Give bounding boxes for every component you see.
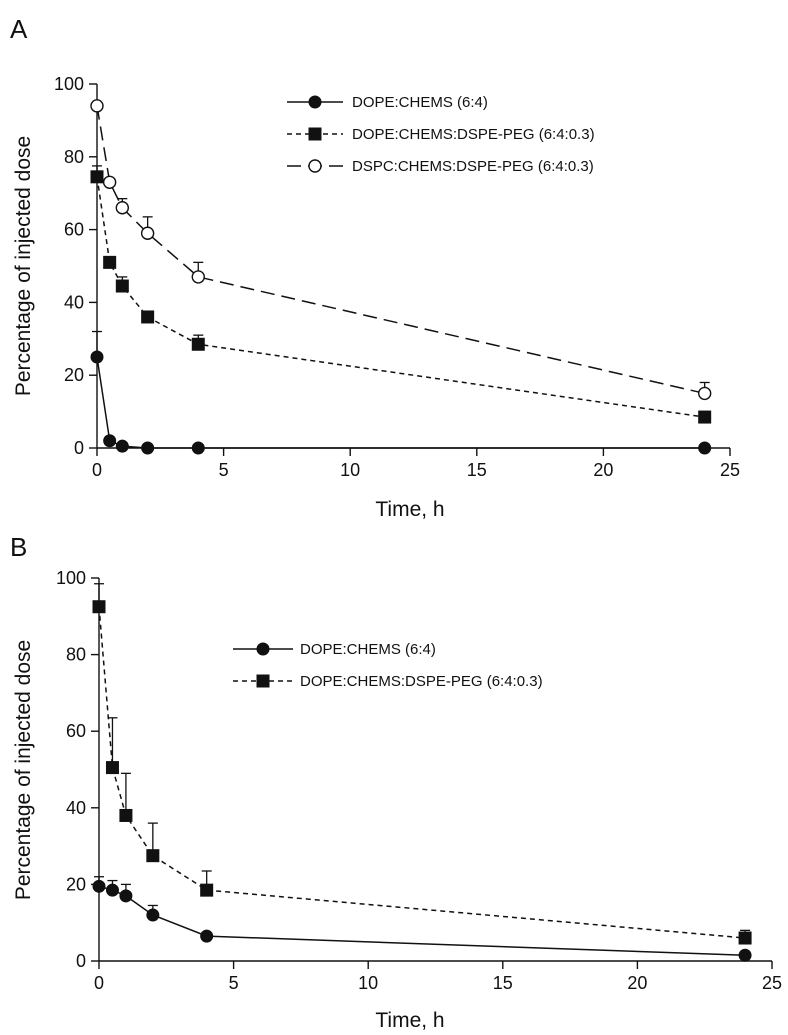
panel-b-series-1-marker <box>200 929 214 943</box>
panel-b-series-1-marker <box>146 908 160 922</box>
panel-a-series-1-marker <box>141 441 155 455</box>
panel-a-series-2 <box>90 165 712 424</box>
panel-b-y-tick-label: 0 <box>76 951 86 971</box>
panel-a-legend-label: DOPE:CHEMS (6:4) <box>352 94 488 111</box>
panel-b-series-2-marker <box>738 931 752 945</box>
panel-a-legend-label: DOPE:CHEMS:DSPE-PEG (6:4:0.3) <box>352 126 595 143</box>
panel-a-series-3 <box>90 99 712 401</box>
panel-a-series-3-marker <box>90 99 104 113</box>
panel-a-y-tick-label: 100 <box>54 74 84 94</box>
panel-a-y-tick-label: 0 <box>74 438 84 458</box>
panel-b-x-tick-label: 25 <box>762 973 782 993</box>
panel-b-letter: B <box>10 532 27 562</box>
panel-b-series-1-marker <box>738 948 752 962</box>
panel-b-legend-label: DOPE:CHEMS:DSPE-PEG (6:4:0.3) <box>300 673 543 690</box>
panel-a-series-1-marker <box>115 439 129 453</box>
panel-a-series-1-marker <box>698 441 712 455</box>
panel-b-x-tick-label: 15 <box>493 973 513 993</box>
panel-b-y-tick-label: 100 <box>56 568 86 588</box>
panel-a-series-2-marker <box>103 255 117 269</box>
panel-a-y-tick-label: 80 <box>64 147 84 167</box>
panel-a-x-tick-label: 0 <box>92 460 102 480</box>
panel-a-series-2-marker <box>115 279 129 293</box>
panel-a-series-2-marker <box>141 310 155 324</box>
panel-a-x-tick-label: 5 <box>219 460 229 480</box>
panel-a-series-3-marker <box>191 270 205 284</box>
panel-a-y-tick-label: 40 <box>64 292 84 312</box>
panel-b-legend-label: DOPE:CHEMS (6:4) <box>300 641 436 658</box>
panel-a-series-1-marker <box>191 441 205 455</box>
panel-b-legend-marker <box>256 674 270 688</box>
panel-b-series-2-marker <box>119 808 133 822</box>
panel-b-series-2-marker <box>146 849 160 863</box>
panel-a-x-tick-label: 15 <box>467 460 487 480</box>
panel-a-series-1-marker <box>90 350 104 364</box>
panel-b-series-1-marker <box>105 883 119 897</box>
panel-a-series-3-marker <box>140 226 155 240</box>
panel-b-y-tick-label: 40 <box>66 798 86 818</box>
panel-a-y-tick-label: 60 <box>64 220 84 240</box>
panel-b-series-2-marker <box>200 883 214 897</box>
panel-a-series-1-marker <box>103 434 117 448</box>
panel-b-series-2-marker <box>92 600 106 614</box>
panel-b-series-2 <box>92 583 752 945</box>
panel-a-legend-marker <box>308 127 322 141</box>
panel-a-series-2-marker <box>90 170 104 184</box>
panel-b-series-1-marker <box>92 879 106 893</box>
panel-b-y-tick-label: 80 <box>66 645 86 665</box>
panel-a-x-tick-label: 25 <box>720 460 740 480</box>
panel-a-y-tick-label: 20 <box>64 365 84 385</box>
panel-a-x-tick-label: 10 <box>340 460 360 480</box>
panel-b-series-2-marker <box>105 761 119 775</box>
panel-a-legend-marker <box>308 95 322 109</box>
panel-a-x-axis-label: Time, h <box>375 498 444 521</box>
panel-a-series-1 <box>90 330 712 455</box>
panel-b-y-tick-label: 60 <box>66 721 86 741</box>
panel-a-series-3-line <box>96 105 705 395</box>
panel-b-x-axis-label: Time, h <box>375 1009 444 1030</box>
panel-b-series-1-line <box>98 885 746 957</box>
panel-a-series-3-marker <box>697 386 712 401</box>
panel-a-y-axis-label: Percentage of injected dose <box>12 136 35 396</box>
panel-b-y-axis-label: Percentage of injected dose <box>12 640 35 900</box>
panel-b-legend-marker <box>256 642 270 656</box>
panel-a-series-3-marker <box>102 175 117 189</box>
panel-a-letter: A <box>10 14 28 44</box>
panel-a-series-2-marker <box>698 410 712 424</box>
panel-b-series-1-marker <box>119 889 133 903</box>
panel-b-series-2-line <box>98 606 746 939</box>
panel-b: B 0 20 40 60 80 100 0 5 10 15 20 25 Time, h Percentage… <box>10 532 782 1032</box>
panel-a-series-1-line <box>96 356 705 449</box>
panel-b-x-tick-label: 10 <box>358 973 378 993</box>
panel-a: A 0 20 40 60 80 100 0 5 10 15 20 25 Time, h Percentage… <box>10 14 740 521</box>
panel-b-x-tick-label: 20 <box>627 973 647 993</box>
panel-a-series-3-marker <box>115 201 130 215</box>
panel-a-legend-label: DSPC:CHEMS:DSPE-PEG (6:4:0.3) <box>352 158 594 175</box>
panel-b-y-tick-label: 20 <box>66 874 86 894</box>
panel-a-legend-marker <box>308 159 322 173</box>
panel-b-x-tick-label: 0 <box>94 973 104 993</box>
panel-b-x-tick-label: 5 <box>229 973 239 993</box>
panel-b-series-1 <box>92 876 752 962</box>
panel-a-x-tick-label: 20 <box>593 460 613 480</box>
panel-a-series-2-line <box>96 176 705 418</box>
panel-a-series-2-marker <box>191 337 205 351</box>
